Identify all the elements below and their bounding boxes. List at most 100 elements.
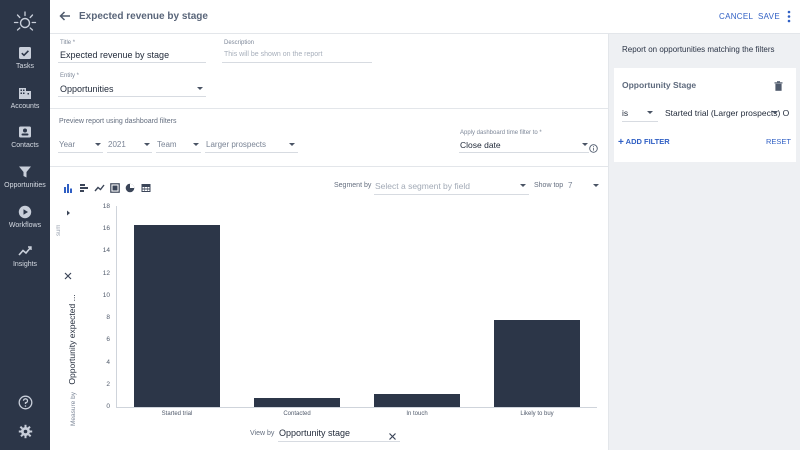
team-value-underline [205,152,298,153]
title-field[interactable]: Expected revenue by stage [60,50,170,60]
description-field-label: Description [224,40,255,46]
add-filter-button[interactable]: + ADD FILTER [618,137,670,148]
sidebar-item-contacts[interactable]: Contacts [0,125,50,149]
chevron-down-icon[interactable] [772,111,778,114]
x-tick-label: Contacted [283,411,311,417]
x-tick-label: Started trial [161,411,193,417]
chevron-down-icon[interactable] [193,143,199,146]
sidebar-item-label: Insights [12,261,38,268]
info-icon[interactable] [589,140,598,158]
measure-by-label: Measure by [70,392,77,426]
close-icon[interactable] [388,428,397,446]
chevron-down-icon[interactable] [289,143,295,146]
filter-card: Opportunity Stage is Started trial (Larg… [614,68,796,162]
y-tick-label: 16 [102,225,110,233]
filter-panel: Report on opportunities matching the fil… [608,34,800,450]
sidebar-item-tasks[interactable]: Tasks [0,46,50,70]
more-options-icon[interactable] [787,10,791,28]
filter-operator-select[interactable]: is [622,108,629,118]
sidebar: Tasks Accounts Contacts Opportunities Wo… [0,0,50,450]
view-by-select[interactable]: Opportunity stage [279,428,351,438]
y-tick-label: 4 [106,358,110,366]
chevron-down-icon[interactable] [197,87,203,90]
time-filter-select[interactable]: Close date [460,140,501,150]
bar-started-trial[interactable] [133,224,221,407]
segment-by-underline [374,194,529,195]
chevron-down-icon[interactable] [144,143,150,146]
y-tick-label: 0 [106,403,110,410]
sidebar-item-opportunities[interactable]: Opportunities [0,165,50,189]
y-tick-label: 18 [102,203,110,210]
chevron-right-icon[interactable] [66,203,71,221]
time-filter-underline [459,152,589,153]
bar-in-touch[interactable] [373,393,461,407]
title-field-label: Title * [60,40,76,46]
pie-chart-icon[interactable] [125,180,135,198]
save-button[interactable]: SAVE [758,12,780,21]
plus-icon: + [618,137,624,148]
app-logo-icon[interactable] [13,10,37,34]
show-top-select[interactable]: 7 [568,181,573,190]
sidebar-item-accounts[interactable]: Accounts [0,86,50,110]
entity-field-label: Entity * [60,73,80,79]
x-tick-label: In touch [406,411,428,417]
line-chart-icon[interactable] [94,180,105,198]
bar-contacted[interactable] [253,398,341,407]
view-by-label: View by [250,430,275,437]
view-by-underline [278,441,400,442]
sidebar-item-workflows[interactable]: Workflows [0,205,50,229]
filter-funnel-icon [0,165,50,179]
trash-icon[interactable] [774,78,783,96]
play-circle-icon [0,205,50,219]
description-field-underline [222,62,372,63]
settings-button[interactable] [0,424,50,439]
back-arrow-icon[interactable] [58,9,72,28]
filter-panel-title: Report on opportunities matching the fil… [622,45,775,54]
chevron-down-icon[interactable] [593,184,599,187]
bar-likely-to-buy[interactable] [493,320,581,407]
measure-by-value: Opportunity expected ... [67,294,77,385]
time-filter-label: Apply dashboard time filter to * [460,130,542,136]
aggregation-select[interactable]: sum [56,224,62,236]
measure-by-field[interactable]: Measure by Opportunity expected ... [62,294,80,426]
filter-operator-underline [622,121,658,122]
team-value-select[interactable]: Larger prospects [206,140,267,149]
chevron-down-icon[interactable] [647,111,653,114]
description-field[interactable]: This will be shown on the report [224,51,323,58]
chevron-down-icon[interactable] [520,184,526,187]
chevron-down-icon[interactable] [582,143,588,146]
entity-select-underline [58,96,206,97]
sidebar-item-label: Workflows [8,222,42,229]
y-tick-label: 12 [102,269,110,277]
segment-by-label: Segment by [334,182,372,189]
team-select[interactable]: Team [157,140,177,149]
y-axis-line [116,206,117,408]
entity-select[interactable]: Opportunities [60,84,114,94]
segment-by-select[interactable]: Select a segment by field [375,181,470,191]
grid-table-icon[interactable] [141,180,151,198]
filter-value-select[interactable]: Started trial (Larger prospects) O [665,108,790,118]
preview-filters-text: Preview report using dashboard filters [59,118,177,125]
page-title: Expected revenue by stage [79,11,208,22]
x-axis-line [116,407,597,408]
sidebar-item-insights[interactable]: Insights [0,244,50,268]
help-button[interactable] [0,395,50,410]
sidebar-item-label: Tasks [16,63,34,70]
team-select-underline [156,152,201,153]
year-value-underline [107,152,152,153]
reset-button[interactable]: RESET [766,137,792,146]
table-view-icon[interactable] [110,180,120,198]
x-tick-label: Likely to buy [520,411,554,417]
chevron-down-icon[interactable] [95,143,101,146]
help-icon [0,395,50,410]
horizontal-bar-icon[interactable] [79,180,89,198]
sidebar-item-label: Accounts [10,103,40,110]
cancel-button[interactable]: CANCEL [719,12,754,21]
section-divider [50,108,608,109]
accounts-icon [0,86,50,100]
bar-chart-icon[interactable] [63,180,73,198]
close-icon[interactable] [64,267,72,285]
year-select[interactable]: Year [59,140,76,149]
show-top-label: Show top [534,182,564,189]
year-value-select[interactable]: 2021 [108,140,126,149]
